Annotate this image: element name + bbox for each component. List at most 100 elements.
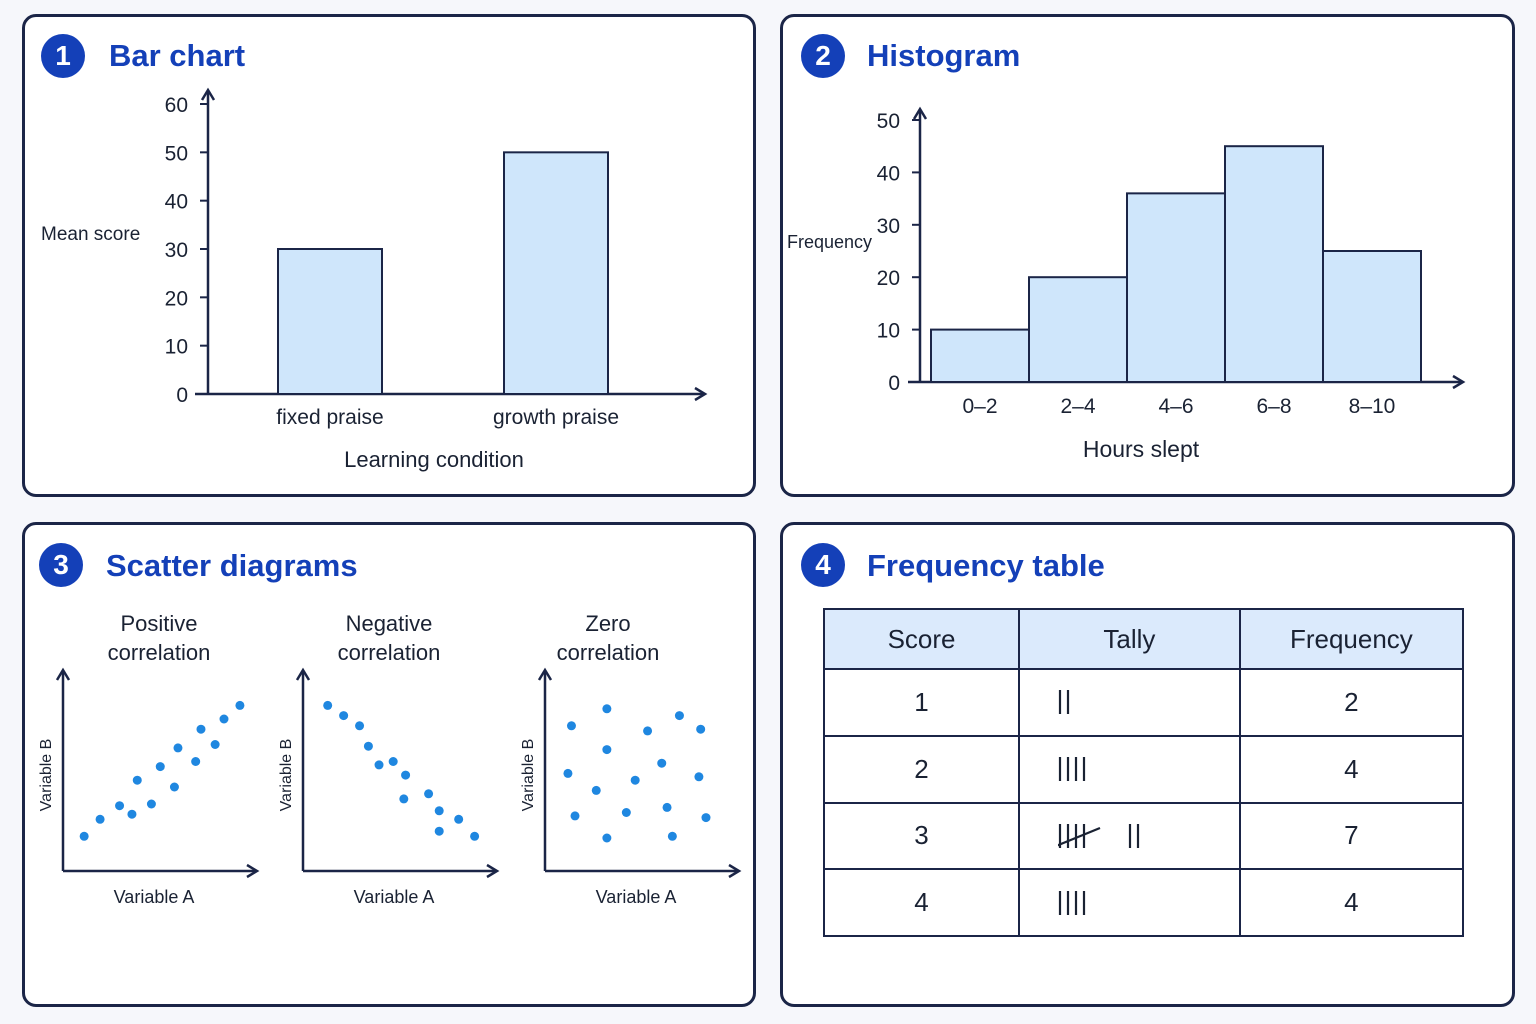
y-tick-label: 40 bbox=[165, 191, 188, 214]
x-axis-arrowhead bbox=[1452, 374, 1466, 390]
scatter-point bbox=[210, 740, 220, 749]
scatter-title-line: correlation bbox=[108, 640, 211, 665]
scatter-point bbox=[169, 782, 179, 792]
x-axis-label: Variable A bbox=[354, 887, 435, 907]
scatter-point bbox=[173, 743, 183, 753]
tally-cell bbox=[1018, 668, 1241, 737]
bar-chart-panel: 1 Bar chart 0 10 20 30 40 50 60 fixed praise gro… bbox=[22, 14, 756, 497]
tally-marks bbox=[1058, 757, 1086, 782]
bar bbox=[503, 151, 609, 395]
scatter-point bbox=[388, 757, 398, 766]
panel-number-badge: 1 bbox=[41, 34, 85, 78]
x-category-label: growth praise bbox=[493, 406, 619, 429]
scatter-point bbox=[602, 704, 612, 714]
y-axis-arrowhead bbox=[912, 106, 928, 120]
x-category-label: 0–2 bbox=[962, 395, 997, 418]
x-axis-label: Hours slept bbox=[1083, 436, 1200, 462]
frequency-cell: 2 bbox=[1238, 668, 1465, 737]
scatter-point bbox=[674, 711, 684, 721]
bar bbox=[277, 248, 383, 395]
x-axis-label: Variable A bbox=[114, 887, 195, 907]
histogram-panel: 2 Histogram 0 10 20 30 40 50 0–2 2–4 4–6 6–8 8–10 H… bbox=[780, 14, 1515, 497]
scatter-plot: Zero correlation Variable A Variable B bbox=[520, 611, 742, 907]
y-tick-label: 0 bbox=[888, 372, 900, 395]
scatter-title-line: Positive bbox=[120, 611, 197, 636]
score-cell: 4 bbox=[822, 868, 1021, 937]
y-tick-label: 60 bbox=[165, 94, 188, 117]
y-axis-arrowhead bbox=[537, 667, 553, 681]
panel-number-badge: 4 bbox=[801, 543, 845, 587]
scatter-point bbox=[470, 831, 480, 841]
scatter-point bbox=[602, 833, 612, 843]
scatter-point bbox=[115, 801, 125, 811]
scatter-point bbox=[591, 785, 601, 795]
y-tick-label: 20 bbox=[877, 267, 900, 290]
scatter-point bbox=[570, 811, 580, 821]
scatter-point bbox=[355, 721, 365, 731]
column-header-frequency: Frequency bbox=[1238, 608, 1465, 670]
scatter-point bbox=[694, 772, 704, 782]
panel-title: Histogram bbox=[867, 38, 1021, 73]
y-tick-label: 0 bbox=[176, 384, 188, 407]
scatter-point bbox=[701, 813, 711, 823]
scatter-point bbox=[155, 762, 165, 772]
x-axis-arrowhead bbox=[246, 863, 260, 879]
scatter-diagrams-panel: 3 Scatter diagrams Positive correlation Va… bbox=[22, 522, 756, 1007]
scatter-point bbox=[191, 757, 201, 766]
y-axis-label: Frequency bbox=[787, 232, 872, 252]
scatter-point bbox=[363, 741, 373, 751]
x-axis-arrowhead bbox=[486, 863, 500, 879]
bar bbox=[930, 328, 1030, 384]
scatter-point bbox=[630, 775, 640, 785]
scatter-title-line: Negative bbox=[346, 611, 433, 636]
histogram-chart: 0 10 20 30 40 50 0–2 2–4 4–6 6–8 8–10 Hours slept Fr… bbox=[787, 106, 1466, 462]
y-tick-label: 30 bbox=[165, 239, 188, 262]
x-category-label: 6–8 bbox=[1256, 395, 1291, 418]
scatter-point bbox=[434, 806, 444, 816]
scatter-point bbox=[602, 745, 612, 755]
column-header-tally: Tally bbox=[1018, 608, 1241, 670]
y-tick-label: 20 bbox=[165, 287, 188, 310]
tally-cell bbox=[1018, 801, 1241, 871]
y-axis-label: Variable B bbox=[38, 739, 55, 812]
score-cell: 3 bbox=[822, 801, 1021, 871]
scatter-point bbox=[662, 802, 672, 812]
scatter-point bbox=[424, 789, 434, 799]
tally-marks bbox=[1058, 690, 1070, 715]
scatter-point bbox=[621, 808, 631, 817]
y-axis-label: Mean score bbox=[41, 224, 140, 245]
y-tick-label: 10 bbox=[165, 336, 188, 359]
scatter-title-line: correlation bbox=[557, 640, 660, 665]
tally-strike bbox=[1055, 826, 1101, 847]
panel-title: Frequency table bbox=[867, 548, 1105, 583]
scatter-point bbox=[696, 724, 706, 734]
scatter-point bbox=[219, 714, 229, 724]
y-axis-arrowhead bbox=[200, 87, 216, 101]
scatter-point bbox=[657, 758, 667, 768]
scatter-plot: Positive correlation Variable A Variable B bbox=[38, 611, 260, 907]
y-tick-label: 40 bbox=[877, 162, 900, 185]
y-axis-label: Variable B bbox=[520, 739, 537, 812]
table-header-row: Score Tally Frequency bbox=[822, 608, 1465, 670]
frequency-cell: 4 bbox=[1238, 868, 1465, 937]
x-category-label: 4–6 bbox=[1158, 395, 1193, 418]
scatter-point bbox=[667, 831, 677, 841]
frequency-cell: 7 bbox=[1238, 801, 1465, 871]
scatter-point bbox=[132, 775, 142, 785]
frequency-cell: 4 bbox=[1238, 734, 1465, 804]
y-axis-label: Variable B bbox=[278, 739, 295, 812]
scatter-point bbox=[79, 831, 89, 841]
scatter-point bbox=[95, 814, 105, 824]
tally-cell bbox=[1018, 734, 1241, 804]
panel-title: Scatter diagrams bbox=[106, 548, 358, 583]
scatter-point bbox=[566, 721, 576, 731]
y-tick-label: 50 bbox=[165, 142, 188, 165]
bar bbox=[1224, 145, 1324, 383]
scatter-point bbox=[235, 700, 245, 710]
x-category-label: fixed praise bbox=[276, 406, 383, 429]
scatter-point bbox=[454, 814, 464, 824]
scatter-point bbox=[196, 724, 206, 734]
bar bbox=[1028, 276, 1128, 384]
scatter-point bbox=[374, 760, 384, 770]
